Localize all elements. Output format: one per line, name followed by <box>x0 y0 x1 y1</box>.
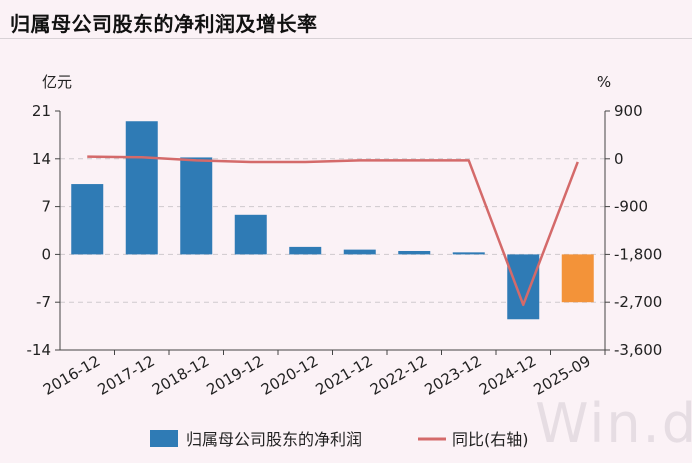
bar-series <box>71 121 594 320</box>
right-tick-label: -900 <box>614 198 648 216</box>
legend-line-label: 同比(右轴) <box>452 430 529 449</box>
bar <box>452 252 485 255</box>
axes <box>55 110 610 355</box>
x-tick-label: 2019-12 <box>203 352 266 399</box>
left-tick-label: 21 <box>32 102 51 120</box>
legend-bar-swatch <box>150 430 178 447</box>
growth-line <box>87 155 579 307</box>
bar <box>125 121 158 255</box>
chart-title: 归属母公司股东的净利润及增长率 <box>10 12 318 36</box>
right-tick-label: -3,600 <box>614 341 662 359</box>
right-tick-label: -2,700 <box>614 293 662 311</box>
legend: 归属母公司股东的净利润 同比(右轴) <box>150 430 529 449</box>
x-tick-label: 2024-12 <box>476 352 539 399</box>
bar <box>71 184 104 255</box>
right-tick-label: 900 <box>614 102 643 120</box>
x-tick-label: 2020-12 <box>258 352 321 399</box>
right-axis-unit: % <box>597 73 611 91</box>
x-tick-label: 2023-12 <box>421 352 484 399</box>
bar <box>289 246 322 255</box>
x-tick-label: 2025-09 <box>530 352 593 399</box>
right-tick-label: -1,800 <box>614 245 662 263</box>
right-tick-label: 0 <box>614 150 624 168</box>
x-tick-label: 2017-12 <box>94 352 157 399</box>
x-tick-label: 2018-12 <box>149 352 212 399</box>
title-divider <box>0 38 692 39</box>
bar <box>561 254 594 303</box>
left-tick-label: -14 <box>27 341 52 359</box>
legend-bar-label: 归属母公司股东的净利润 <box>186 430 362 449</box>
left-tick-label: 14 <box>32 150 51 168</box>
bar <box>343 249 376 255</box>
x-tick-label: 2021-12 <box>312 352 375 399</box>
x-tick-label: 2022-12 <box>367 352 430 399</box>
line-series <box>87 155 579 307</box>
bar <box>507 254 540 320</box>
left-tick-label: 0 <box>41 245 51 263</box>
watermark: Win.d <box>535 392 692 455</box>
left-tick-label: -7 <box>36 293 51 311</box>
bar <box>398 250 431 255</box>
left-axis-unit: 亿元 <box>42 73 72 91</box>
bar <box>180 157 213 255</box>
bar <box>234 214 267 255</box>
left-tick-label: 7 <box>41 198 51 216</box>
